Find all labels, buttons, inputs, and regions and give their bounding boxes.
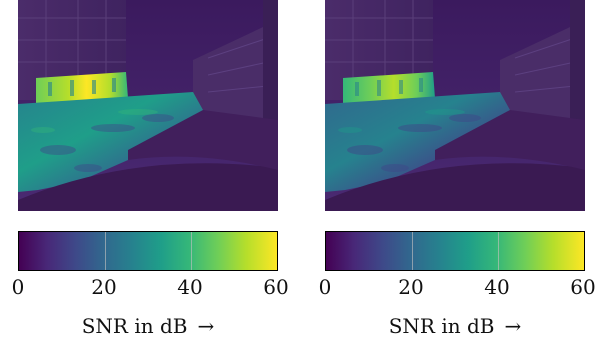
- colorbar-tick-20: [105, 232, 106, 270]
- colorbar-gradient: [325, 231, 585, 271]
- tick-label-40: 40: [177, 275, 203, 299]
- colorbar-left: [18, 231, 278, 271]
- colorbar-label: SNR in dB →: [389, 316, 522, 336]
- right-panel: 0 20 40 60 SNR in dB →: [307, 0, 597, 343]
- colorbar-label-text: SNR in dB: [81, 314, 188, 338]
- right-arrow-icon: →: [197, 314, 215, 338]
- tick-label-0: 0: [318, 275, 332, 299]
- right-arrow-icon: →: [504, 314, 522, 338]
- colorbar-tick-40: [498, 232, 499, 270]
- scene-image-right: [325, 0, 585, 211]
- tick-label-20: 20: [91, 275, 117, 299]
- colorbar-tick-40: [191, 232, 192, 270]
- left-panel: 0 20 40 60 SNR in dB →: [0, 0, 290, 343]
- colorbar-label-text: SNR in dB: [388, 314, 495, 338]
- tick-label-40: 40: [484, 275, 510, 299]
- scene-image-left: [18, 0, 278, 211]
- tick-label-20: 20: [398, 275, 424, 299]
- colorbar-tick-20: [412, 232, 413, 270]
- tick-label-0: 0: [11, 275, 25, 299]
- colorbar-right: [325, 231, 585, 271]
- tick-label-60: 60: [263, 275, 289, 299]
- colorbar-gradient: [18, 231, 278, 271]
- tick-label-60: 60: [570, 275, 596, 299]
- colorbar-label: SNR in dB →: [82, 316, 215, 336]
